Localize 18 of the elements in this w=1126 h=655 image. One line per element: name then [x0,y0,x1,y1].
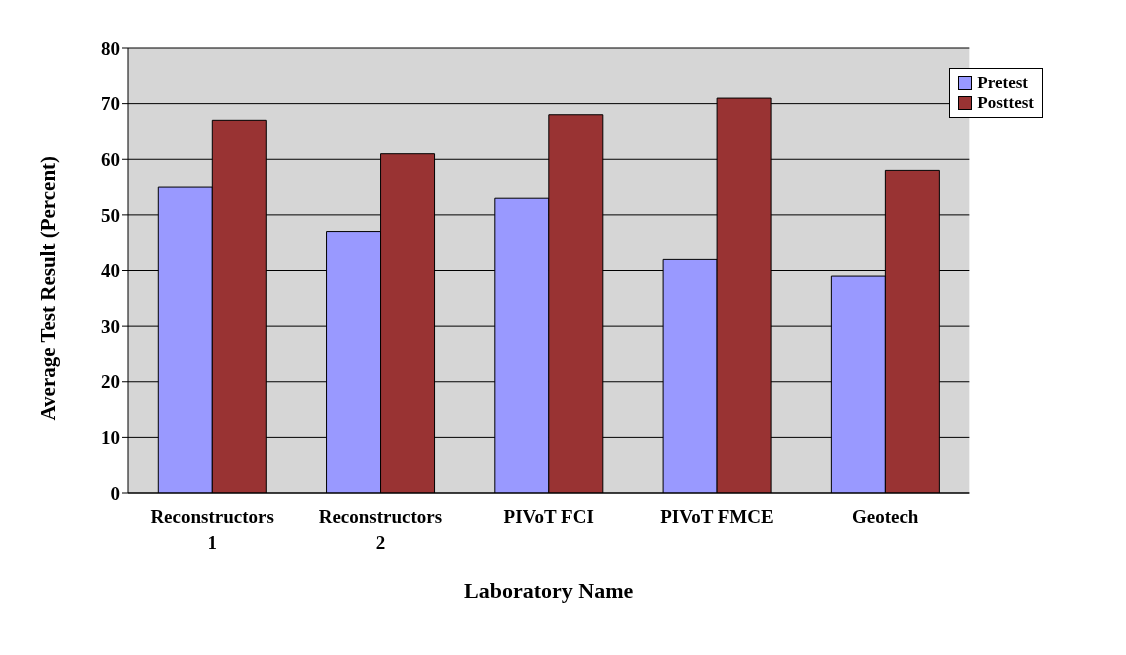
x-tick-label: PIVoT FMCE [660,506,774,527]
x-tick-label: Reconstructors 2 [318,506,443,553]
y-tick-label: 60 [101,148,120,170]
y-tick-label: 0 [110,482,120,504]
y-tick-label: 30 [101,315,120,337]
y-tick-label: 20 [101,371,120,393]
legend-label: Pretest [977,73,1028,93]
y-tick-label: 70 [101,93,120,115]
y-tick-label: 80 [101,37,120,59]
y-tick-label: 50 [101,204,120,226]
y-tick-label: 40 [101,260,120,282]
x-tick-label: Reconstructors 1 [150,506,274,553]
legend-label: Posttest [977,93,1034,113]
y-tick-label: 10 [101,427,120,449]
x-tick-label: PIVoT FCI [503,506,594,527]
x-tick-label: Geotech [851,506,919,527]
y-axis-title: Average Test Result (Percent) [36,155,61,421]
x-axis-title: Laboratory Name [464,578,634,603]
